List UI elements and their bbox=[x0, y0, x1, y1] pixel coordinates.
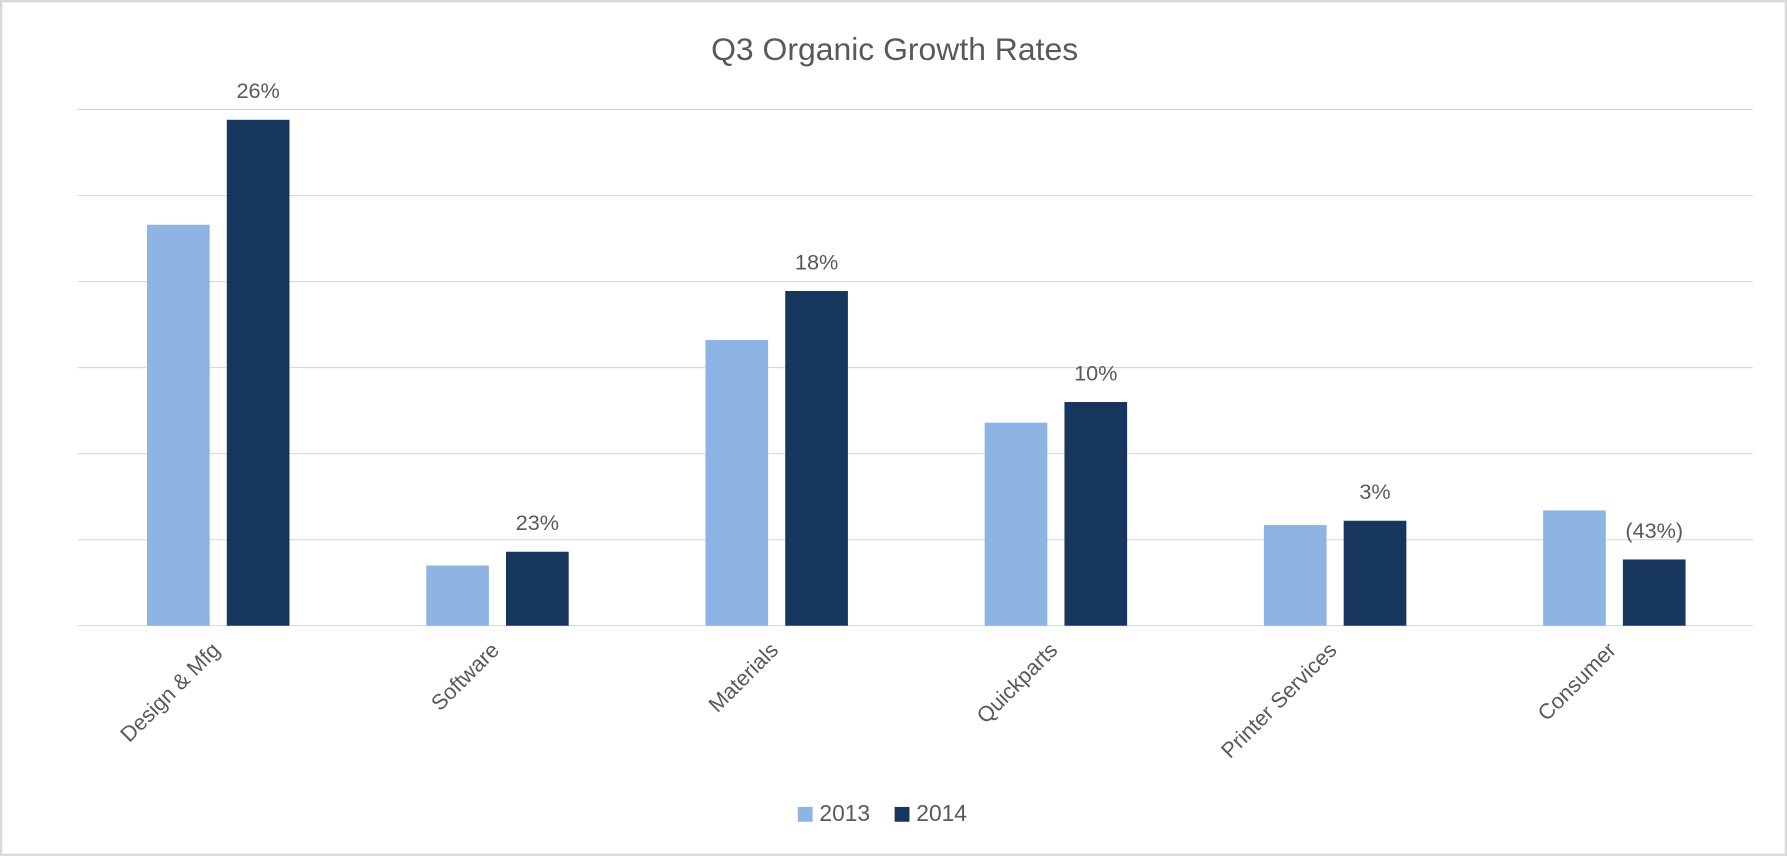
bar bbox=[1064, 402, 1128, 626]
annotation: 3% bbox=[1359, 479, 1390, 504]
bar bbox=[426, 565, 489, 626]
legend-swatch bbox=[894, 806, 910, 822]
bar bbox=[147, 224, 210, 626]
bar bbox=[705, 340, 769, 626]
annotation: 26% bbox=[236, 78, 279, 103]
bar bbox=[506, 551, 569, 626]
bar bbox=[1622, 559, 1686, 626]
annotation: (43%) bbox=[1625, 518, 1683, 543]
legend-label: 2014 bbox=[916, 800, 967, 826]
legend-swatch bbox=[797, 806, 813, 822]
chart-title: Q3 Organic Growth Rates bbox=[711, 31, 1078, 67]
bar bbox=[984, 422, 1048, 626]
annotation: 23% bbox=[516, 510, 559, 535]
annotation: 18% bbox=[795, 249, 838, 274]
annotation: 10% bbox=[1074, 360, 1117, 385]
bar bbox=[1543, 510, 1606, 626]
bar bbox=[785, 291, 848, 626]
bar bbox=[1263, 525, 1327, 626]
legend-label: 2013 bbox=[819, 800, 870, 826]
bar bbox=[226, 119, 290, 626]
bar bbox=[1343, 520, 1407, 626]
